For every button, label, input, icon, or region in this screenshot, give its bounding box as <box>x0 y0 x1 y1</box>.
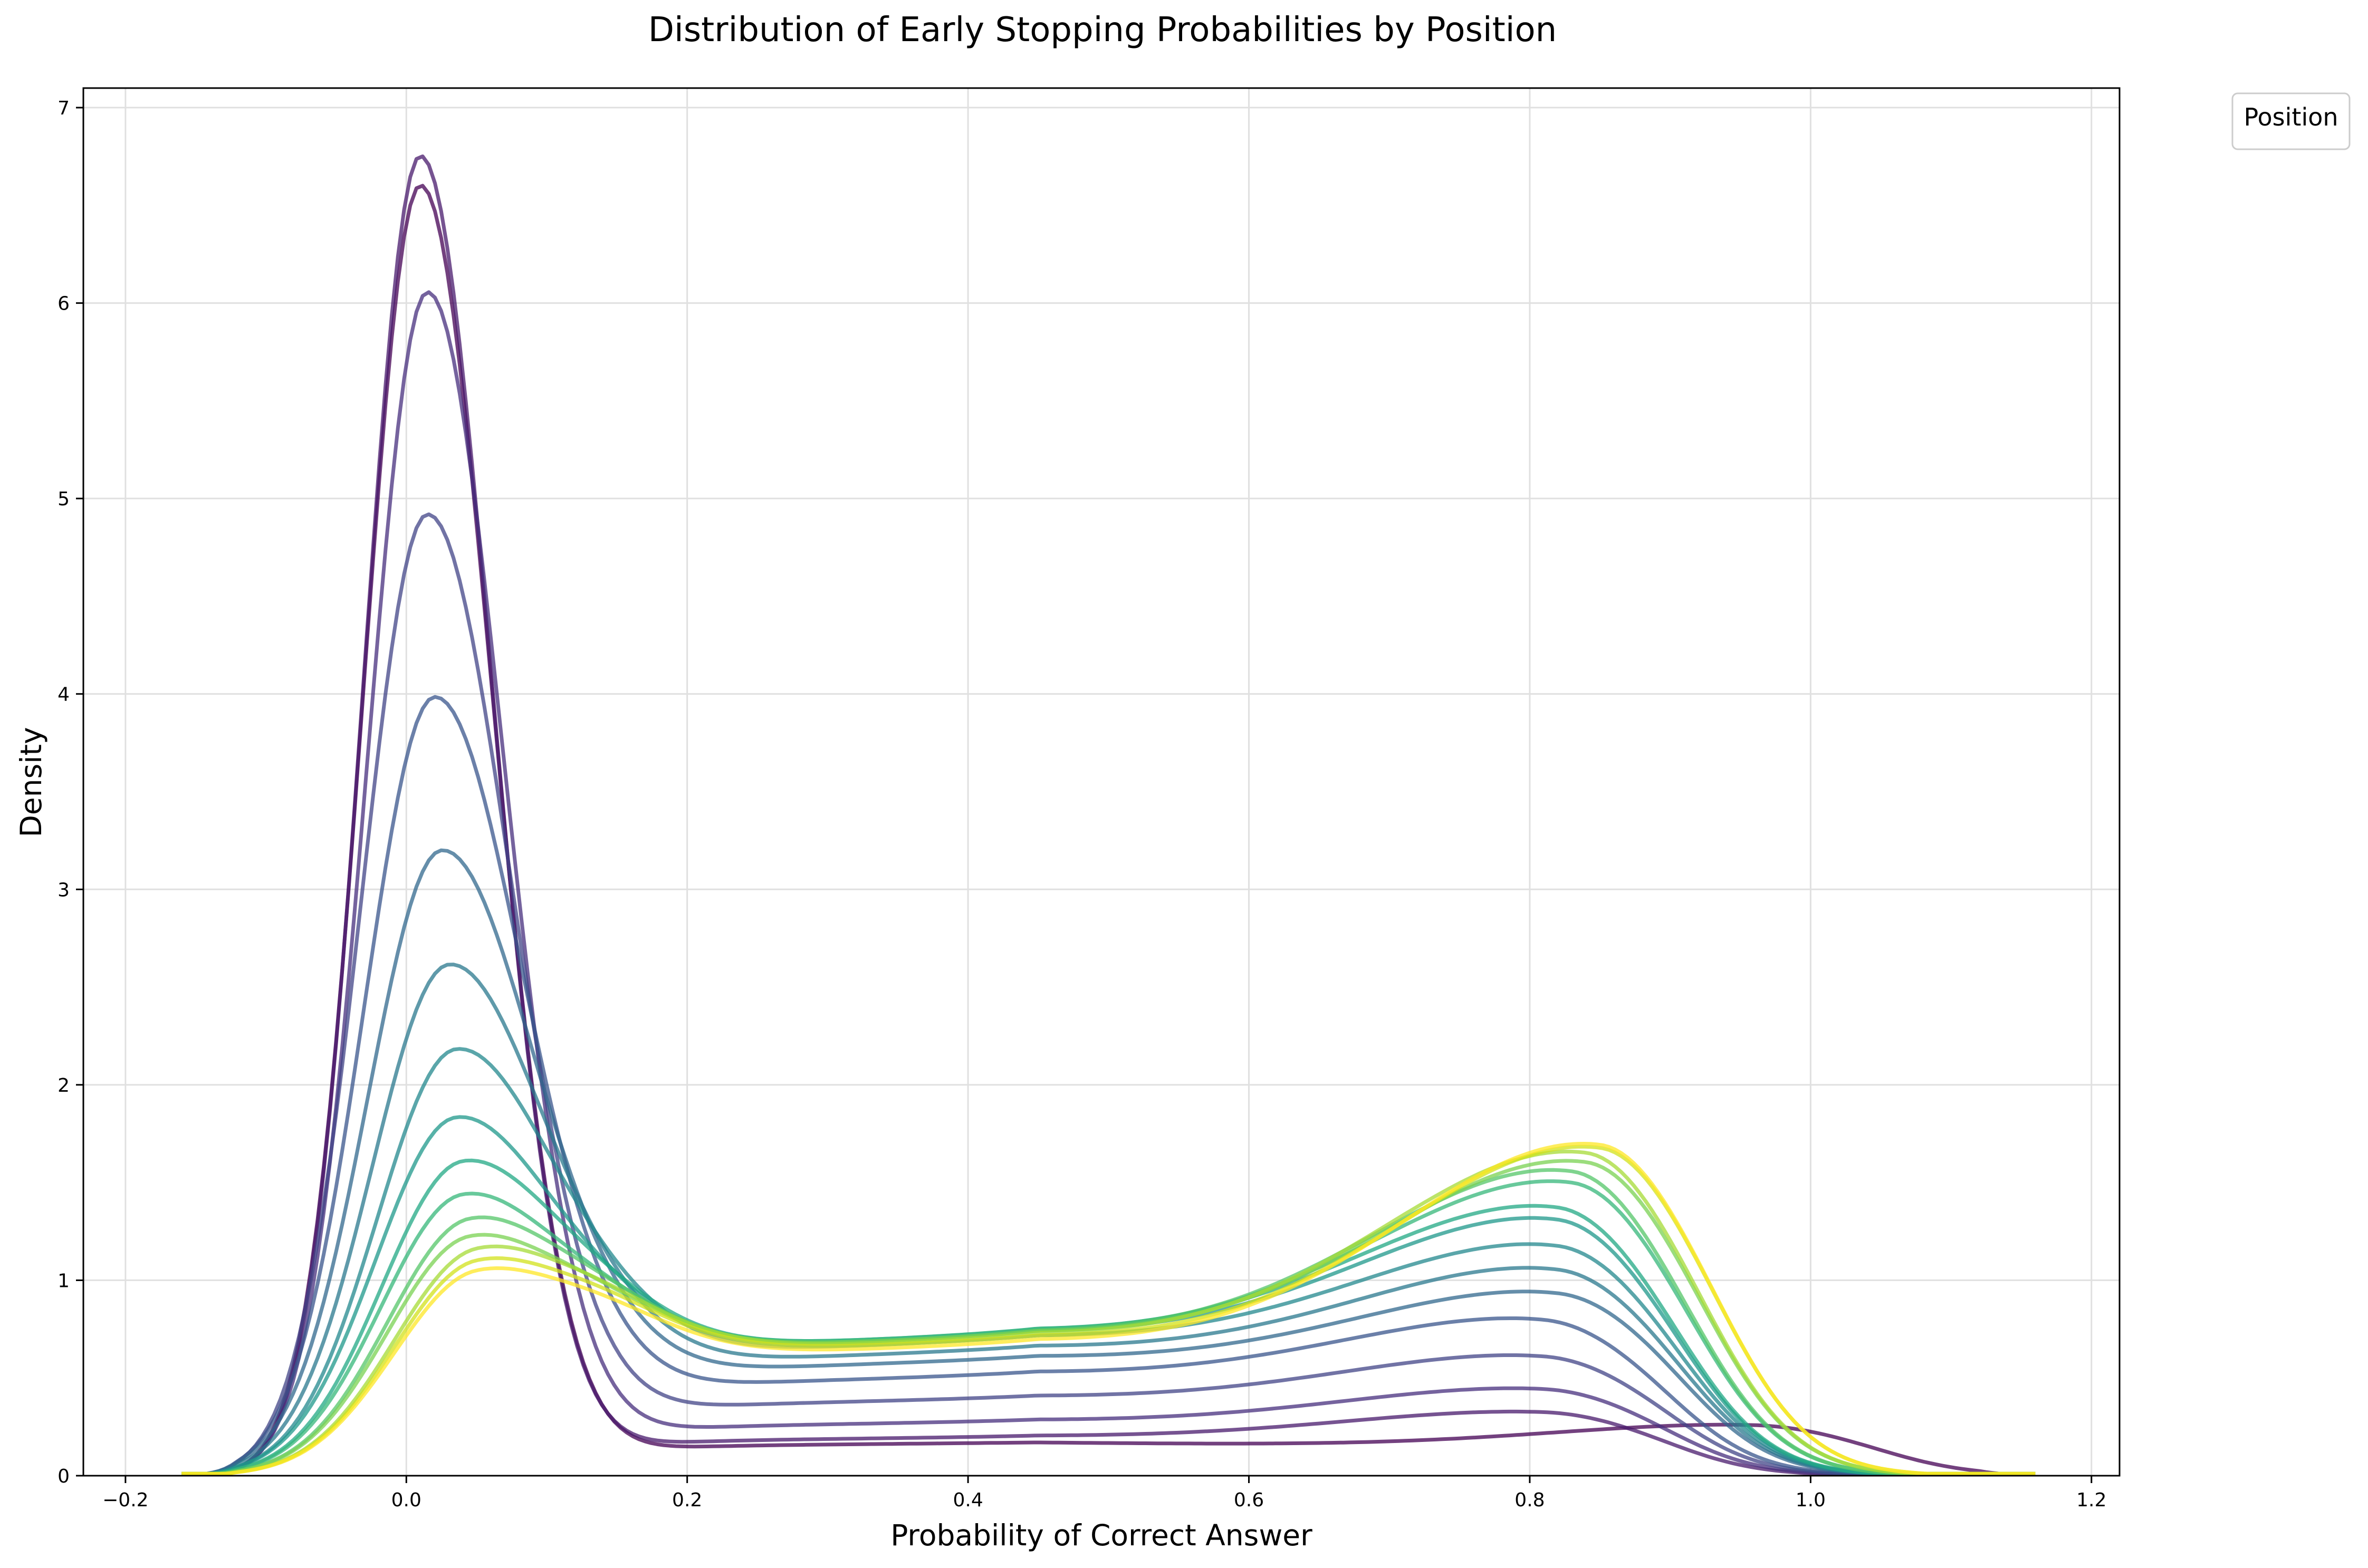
x-tick-label: 0.4 <box>953 1489 983 1511</box>
y-axis-label: Density <box>14 727 48 837</box>
series-line-5 <box>181 695 2036 1476</box>
y-tick-label: 1 <box>57 1270 70 1292</box>
x-tick-label: 0.6 <box>1234 1489 1264 1511</box>
series-lines <box>181 154 2036 1476</box>
series-line-6 <box>181 848 2036 1476</box>
legend-title: Position <box>2244 103 2338 131</box>
axis-ticks: −0.2 0.0 0.2 0.4 0.6 0.8 1.0 1.2 0 1 2 3 4 5 6 7 <box>57 98 2106 1511</box>
x-tick-label: 1.0 <box>1796 1489 1826 1511</box>
x-tick-label: 0.0 <box>391 1489 421 1511</box>
chart-title: Distribution of Early Stopping Probabili… <box>648 11 1557 50</box>
y-tick-label: 4 <box>57 684 70 706</box>
x-tick-label: −0.2 <box>102 1489 148 1511</box>
y-tick-label: 3 <box>57 879 70 901</box>
series-line-14 <box>181 1149 2036 1476</box>
legend: Position <box>2231 92 2351 150</box>
y-tick-label: 0 <box>57 1466 70 1487</box>
y-tick-label: 2 <box>57 1075 70 1096</box>
series-line-3 <box>181 290 2036 1476</box>
x-tick-label: 1.2 <box>2076 1489 2106 1511</box>
series-line-7 <box>181 963 2036 1476</box>
x-axis-label: Probability of Correct Answer <box>890 1518 1312 1552</box>
x-tick-label: 0.8 <box>1514 1489 1545 1511</box>
x-tick-label: 0.2 <box>672 1489 702 1511</box>
plot-frame <box>82 87 2121 1477</box>
y-tick-label: 5 <box>57 488 70 510</box>
legend-box <box>2231 92 2351 150</box>
y-tick-label: 6 <box>57 293 70 315</box>
series-line-4 <box>181 512 2036 1476</box>
series-line-16 <box>181 1142 2036 1476</box>
series-line-2 <box>181 154 2036 1476</box>
y-tick-label: 7 <box>57 98 70 119</box>
